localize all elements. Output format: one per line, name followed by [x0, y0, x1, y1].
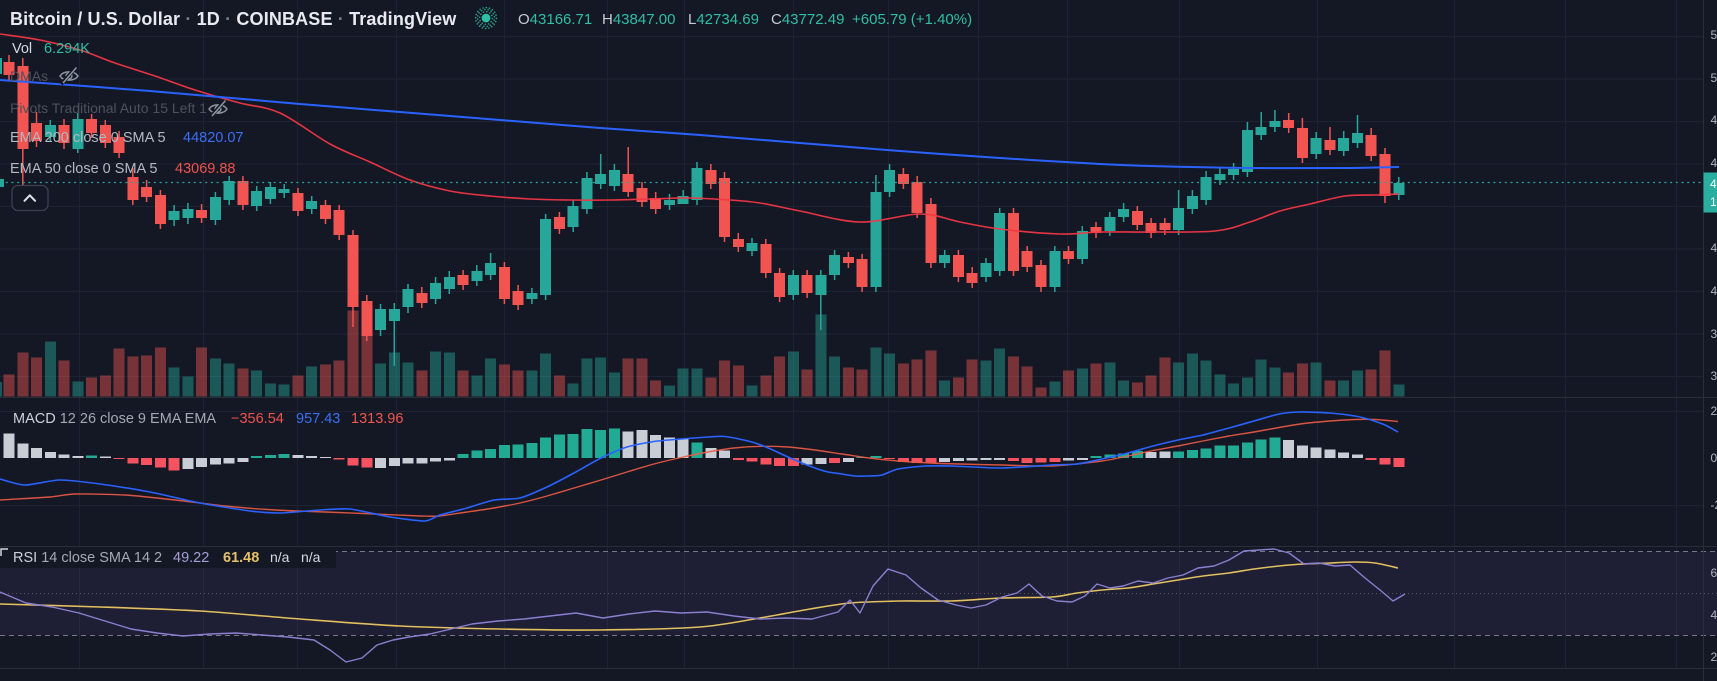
svg-text:49.22: 49.22: [173, 550, 209, 566]
svg-text:60: 60: [1711, 566, 1717, 580]
svg-text:20: 20: [1711, 650, 1717, 664]
svg-text:40: 40: [1711, 608, 1717, 622]
svg-text:6.294K: 6.294K: [44, 41, 90, 57]
svg-text:Pivots Traditional Auto 15 Lef: Pivots Traditional Auto 15 Left 1: [10, 100, 207, 116]
svg-text:MACD 12 26 close 9 EMA EMA: MACD 12 26 close 9 EMA EMA: [13, 411, 216, 427]
svg-text:42000: 42000: [1711, 241, 1717, 255]
svg-text:EMA 200 close 0 SMA 5: EMA 200 close 0 SMA 5: [10, 130, 166, 146]
svg-text:46000: 46000: [1711, 156, 1717, 170]
svg-text:48000: 48000: [1711, 113, 1717, 127]
svg-text:52000: 52000: [1711, 28, 1717, 42]
svg-text:50000: 50000: [1711, 71, 1717, 85]
svg-text:1313.96: 1313.96: [351, 411, 403, 427]
svg-text:43772.49: 43772.49: [1710, 177, 1717, 191]
svg-text:+605.79 (+1.40%): +605.79 (+1.40%): [852, 11, 972, 28]
svg-text:957.43: 957.43: [296, 411, 340, 427]
svg-text:2000: 2000: [1711, 404, 1717, 418]
svg-text:40000: 40000: [1711, 284, 1717, 298]
svg-text:Bitcoin / U.S. Dollar · 1D · C: Bitcoin / U.S. Dollar · 1D · COINBASE · …: [10, 9, 457, 29]
svg-text:EMA 50 close 0 SMA 5: EMA 50 close 0 SMA 5: [10, 161, 158, 177]
svg-text:13:21:05: 13:21:05: [1710, 195, 1717, 209]
svg-text:38000: 38000: [1711, 327, 1717, 341]
svg-text:H43847.00: H43847.00: [602, 11, 675, 28]
svg-text:O43166.71: O43166.71: [518, 11, 592, 28]
svg-text:DMAs: DMAs: [10, 68, 48, 84]
svg-text:43069.88: 43069.88: [175, 161, 235, 177]
svg-text:−356.54: −356.54: [231, 411, 284, 427]
svg-text:61.48: 61.48: [223, 550, 259, 566]
svg-text:L42734.69: L42734.69: [688, 11, 759, 28]
svg-text:n/a: n/a: [301, 549, 321, 565]
svg-text:Vol: Vol: [12, 41, 32, 57]
svg-text:44820.07: 44820.07: [183, 130, 243, 146]
svg-text:RSI 14 close SMA 14 2: RSI 14 close SMA 14 2: [13, 550, 162, 566]
svg-text:-2000: -2000: [1711, 498, 1717, 512]
svg-text:C43772.49: C43772.49: [771, 11, 844, 28]
svg-text:0: 0: [1711, 451, 1717, 465]
svg-text:36000: 36000: [1711, 369, 1717, 383]
svg-text:n/a: n/a: [270, 549, 290, 565]
